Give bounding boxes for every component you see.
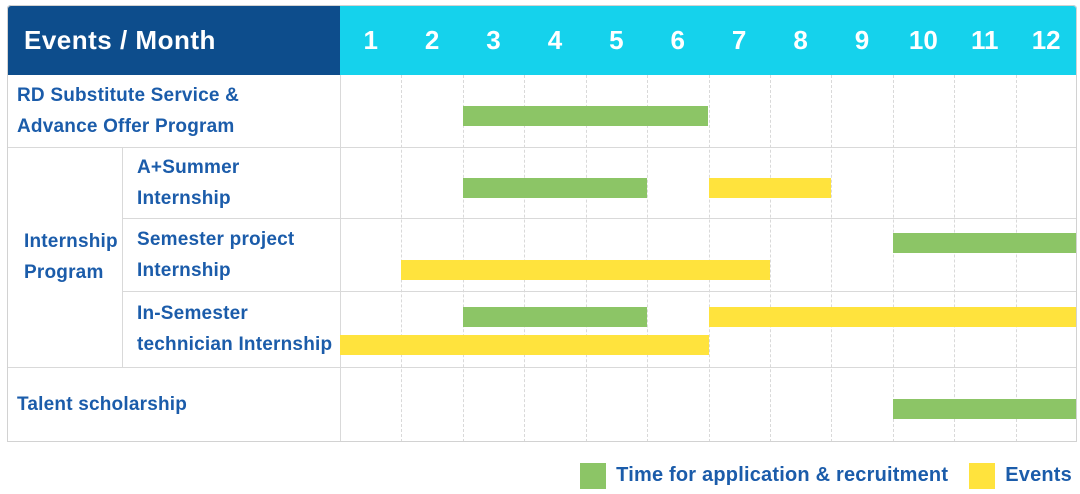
- table-header-events-month: Events / Month: [7, 5, 340, 75]
- month-gridline: [1015, 75, 1017, 442]
- gantt-bar-events: [401, 259, 770, 280]
- row-label-a-plus-summer-internship: A+Summer Internship: [137, 147, 335, 218]
- gantt-bar-events: [340, 334, 709, 355]
- month-gridline: [462, 75, 464, 442]
- month-header-6: 6: [670, 24, 685, 55]
- label-column-separator: [340, 75, 341, 442]
- gantt-bar-application: [462, 177, 648, 198]
- month-header-row: 1 2 3 4 5 6 7 8 9 10 11 12: [340, 5, 1077, 75]
- gantt-bar-application: [462, 105, 709, 126]
- row-label-talent-scholarship: Talent scholarship: [17, 367, 330, 442]
- legend-item-application: Time for application & recruitment: [580, 462, 949, 489]
- month-gridline: [708, 75, 710, 442]
- month-header-7: 7: [731, 24, 747, 55]
- row-label-line: Advance Offer Program: [17, 116, 235, 137]
- month-header-12: 12: [1031, 24, 1061, 55]
- row-label-semester-project-internship: Semester project Internship: [137, 218, 335, 291]
- row-label-line: RD Substitute Service &: [17, 85, 240, 106]
- month-header-10: 10: [908, 24, 938, 55]
- legend-item-events: Events: [969, 462, 1072, 489]
- row-separator: [122, 291, 1077, 292]
- row-label-line: Internship: [137, 187, 231, 209]
- month-header-1: 1: [363, 24, 378, 55]
- month-header-9: 9: [854, 24, 870, 55]
- row-label-line: In-Semester: [137, 303, 248, 324]
- legend-label-events: Events: [1005, 464, 1072, 486]
- month-header-2: 2: [424, 24, 440, 55]
- month-gridline: [524, 75, 526, 442]
- month-gridline: [954, 75, 956, 442]
- row-label-rd-substitute-service: RD Substitute Service & Advance Offer Pro…: [17, 75, 330, 147]
- events-month-table: Events / Month 1 2 3 4 5 6 7 8 9 10 11 12 Internshi…: [7, 5, 1077, 442]
- row-separator: [122, 218, 1077, 219]
- month-header-4: 4: [547, 24, 563, 55]
- table-header-label: Events / Month: [24, 24, 216, 55]
- month-header-5: 5: [609, 24, 624, 55]
- month-gridline: [892, 75, 894, 442]
- yellow-swatch-icon: [969, 462, 996, 489]
- legend: Time for application & recruitment Event…: [580, 462, 1072, 489]
- row-separator: [7, 367, 1077, 368]
- month-header-3: 3: [486, 24, 501, 55]
- row-label-line: Talent scholarship: [17, 394, 188, 415]
- legend-label-application: Time for application & recruitment: [616, 464, 949, 486]
- month-gridline: [401, 75, 403, 442]
- row-group-label-line: Program: [24, 262, 104, 283]
- row-label-line: A+Summer: [137, 156, 240, 178]
- group-column-separator: [122, 147, 123, 367]
- row-label-line: technician Internship: [137, 334, 333, 355]
- gantt-bar-application: [892, 399, 1076, 420]
- row-label-line: Internship: [137, 259, 231, 281]
- month-header-8: 8: [793, 24, 808, 55]
- row-group-label-internship-program: Internship Program: [24, 147, 118, 367]
- month-gridline: [769, 75, 771, 442]
- row-label-in-semester-technician-internship: In-Semester technician Internship: [137, 291, 335, 367]
- row-label-line: Semester project: [137, 228, 295, 250]
- gantt-bar-application: [462, 306, 648, 327]
- row-separator: [7, 147, 1077, 148]
- gantt-bar-events: [708, 177, 832, 198]
- green-swatch-icon: [580, 462, 607, 489]
- month-gridline: [831, 75, 833, 442]
- row-group-label-line: Internship: [24, 231, 118, 252]
- month-gridline: [585, 75, 587, 442]
- gantt-bar-events: [708, 306, 1076, 327]
- gantt-bar-application: [892, 233, 1076, 254]
- month-header-11: 11: [971, 24, 999, 55]
- month-gridline: [647, 75, 649, 442]
- table-body: Internship Program RD Substitute Service &…: [7, 75, 1077, 442]
